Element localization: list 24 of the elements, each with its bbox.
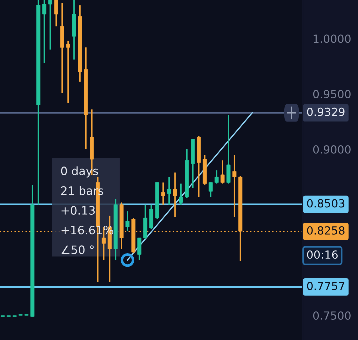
annotation: +0.13 [62, 206, 96, 215]
candlestick [72, 0, 76, 60]
y-tick-label: 1.0000 [314, 34, 351, 44]
candlestick [144, 204, 148, 240]
candlestick [54, 0, 58, 28]
text: 00:16 [307, 250, 338, 260]
candlestick [167, 176, 172, 206]
candlestick [42, 0, 47, 64]
y-tick-label: 0.7500 [313, 312, 351, 320]
candlestick [226, 114, 231, 185]
ref-line-label: 0.7757 [307, 282, 345, 290]
candlestick [220, 160, 225, 185]
ref-line-label: 0.8503 [307, 199, 345, 208]
candlestick [161, 182, 166, 206]
candlestick [126, 210, 130, 232]
y-tick-label: 0.9000 [313, 145, 351, 154]
annotation: ∠50 ° [62, 246, 94, 254]
ref-line-label: 0.8258 [307, 226, 345, 235]
candlestick [48, 0, 52, 51]
candlestick [138, 237, 142, 261]
ref-line-label: 0.9329 [307, 108, 345, 116]
candlestick [173, 172, 178, 218]
y-tick-label: 0.9500 [313, 90, 351, 99]
candlestick [150, 204, 154, 230]
